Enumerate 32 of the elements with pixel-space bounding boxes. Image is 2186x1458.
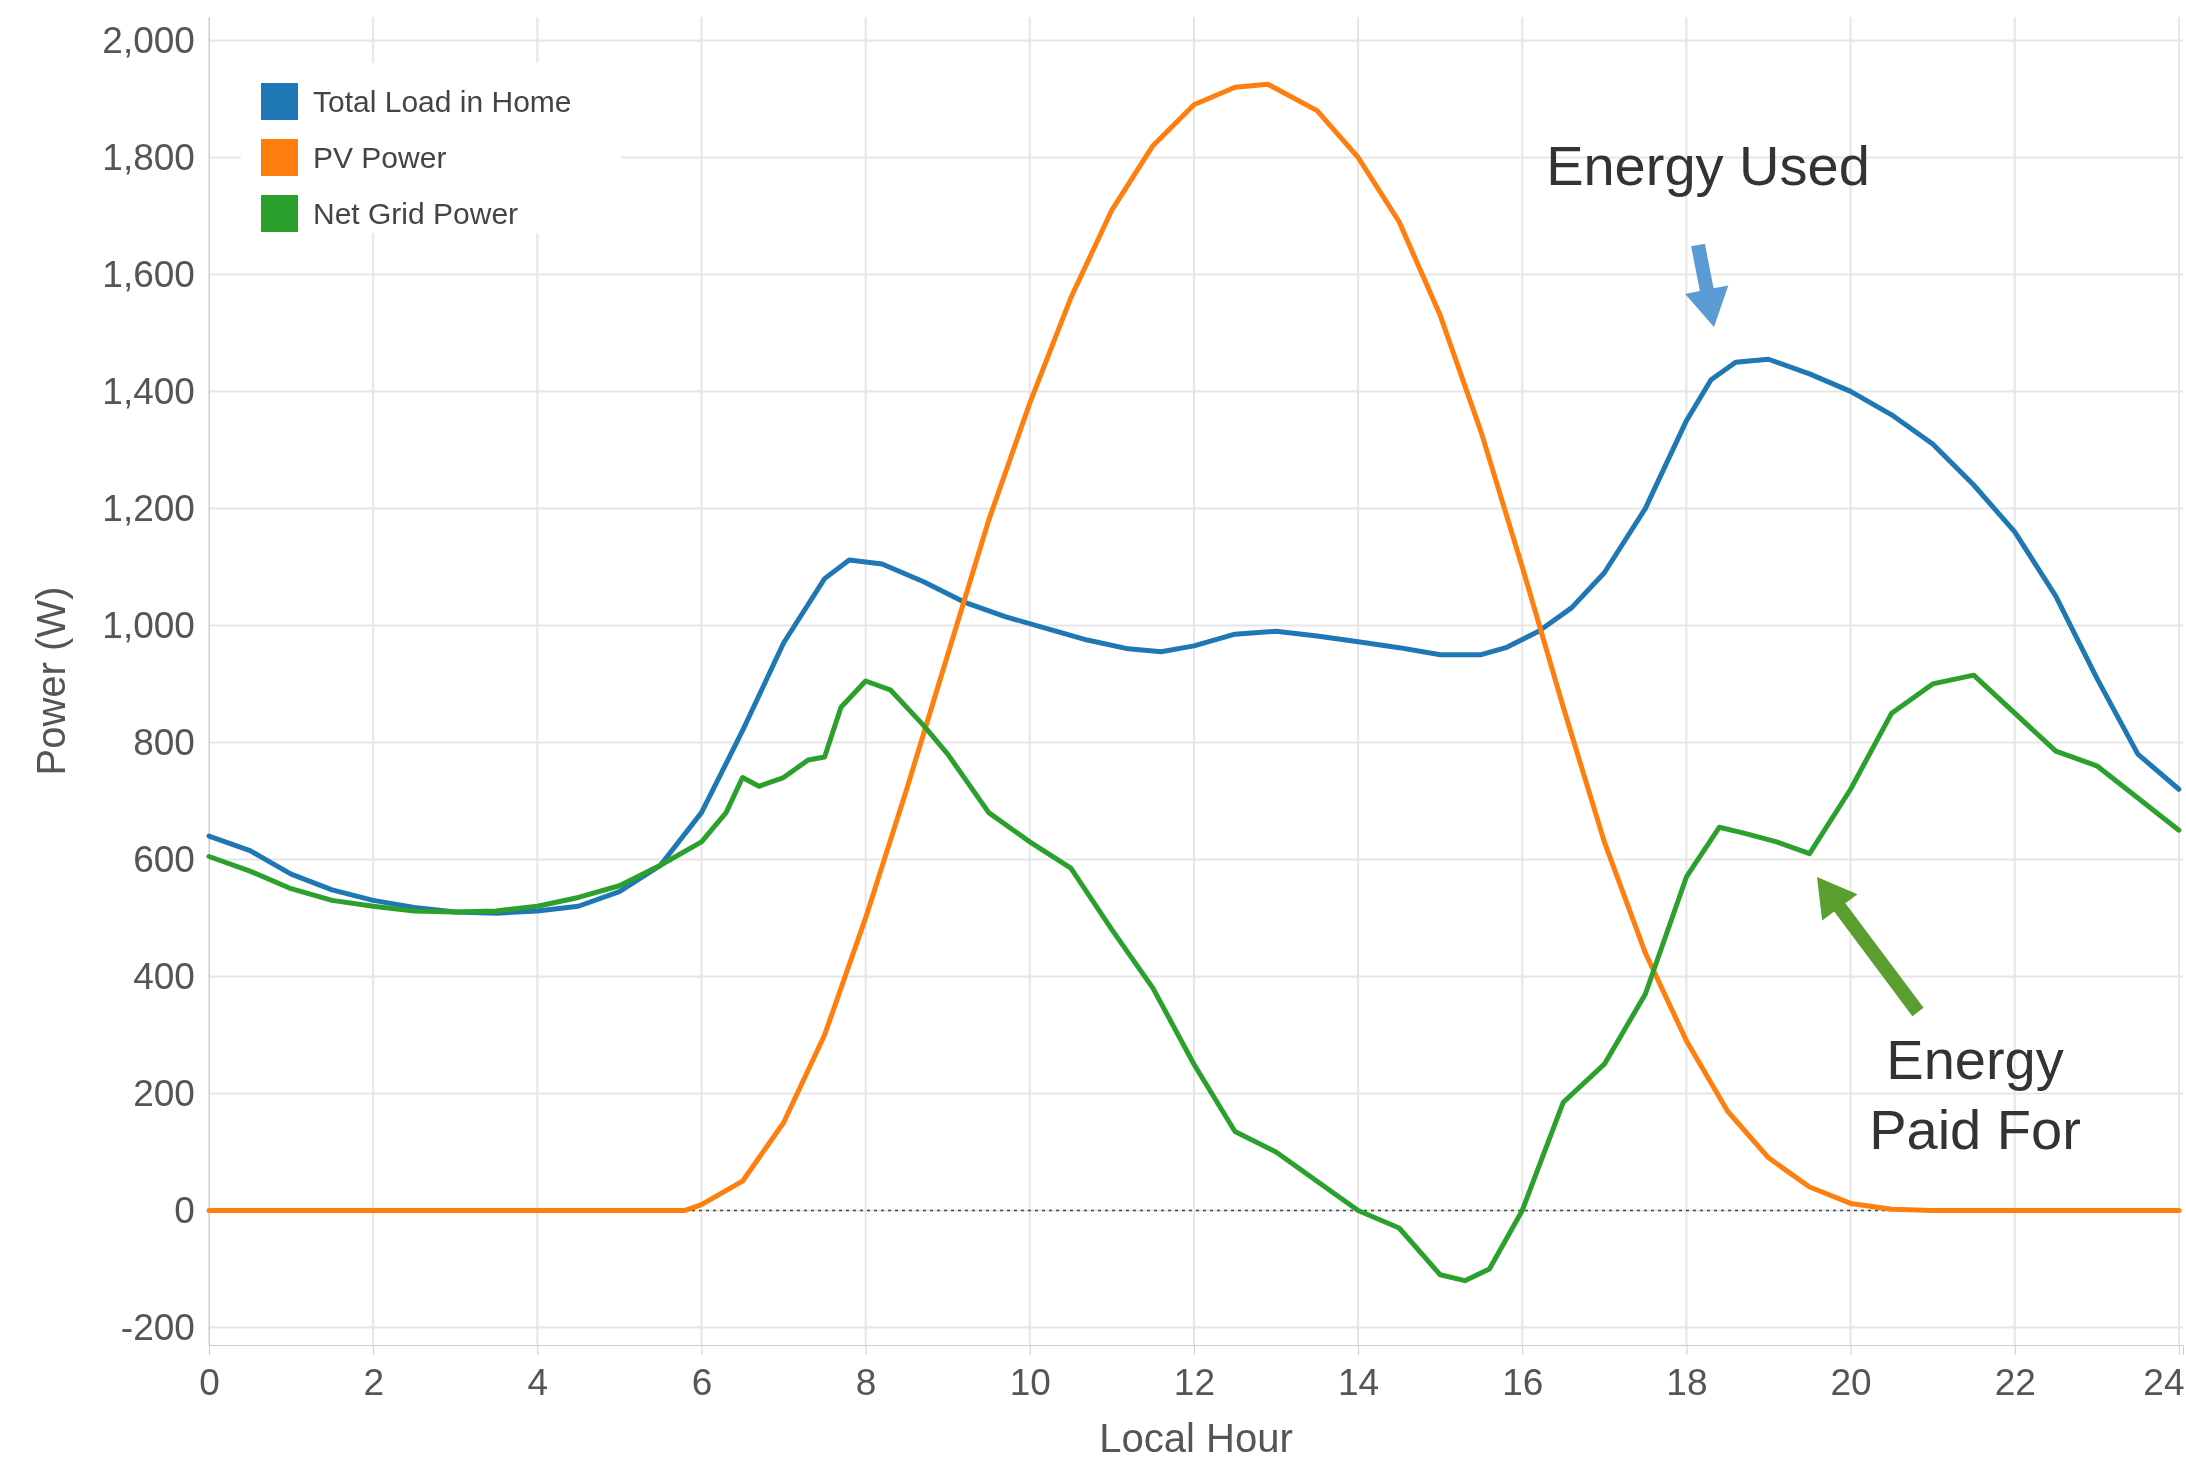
y-tick-label: 1,600 (102, 253, 195, 295)
x-tick-label: 18 (1666, 1362, 1708, 1403)
y-tick-label: 1,200 (102, 487, 195, 529)
y-tick-label: 2,000 (102, 19, 195, 61)
y-tick-label: 0 (174, 1189, 195, 1231)
x-tick-label: 12 (1173, 1362, 1216, 1403)
y-tick-label: 600 (133, 838, 195, 880)
annotation: Energy Paid For (1869, 1028, 2081, 1161)
x-tick-label: 2 (363, 1362, 384, 1403)
annotation: Energy Used (1546, 134, 1870, 197)
x-tick-label: 4 (527, 1362, 549, 1403)
x-tick-label: 22 (1994, 1362, 2036, 1403)
x-tick-label: 24 (2143, 1362, 2185, 1403)
y-tick-label: 1,800 (102, 136, 195, 178)
x-axis-title: Local Hour (1099, 1416, 1293, 1458)
y-axis-title: Power (W) (29, 586, 73, 776)
x-tick-label: 8 (855, 1362, 877, 1403)
y-tick-label: 1,400 (102, 370, 195, 412)
x-tick-label: 6 (691, 1362, 713, 1403)
x-tick-label: 0 (199, 1362, 220, 1403)
x-tick-label: 16 (1502, 1362, 1544, 1403)
legend-label: PV Power (313, 141, 447, 174)
y-tick-label: 400 (133, 955, 195, 997)
y-tick-label: -200 (120, 1306, 195, 1348)
x-tick-label: 10 (1009, 1362, 1051, 1403)
legend-label: Total Load in Home (313, 85, 572, 118)
y-tick-label: 1,000 (102, 604, 195, 646)
y-tick-label: 800 (133, 721, 195, 763)
x-tick-label: 14 (1338, 1362, 1380, 1403)
x-tick-label: 20 (1830, 1362, 1872, 1403)
y-tick-label: 200 (133, 1072, 195, 1114)
legend-label: Net Grid Power (313, 197, 519, 230)
